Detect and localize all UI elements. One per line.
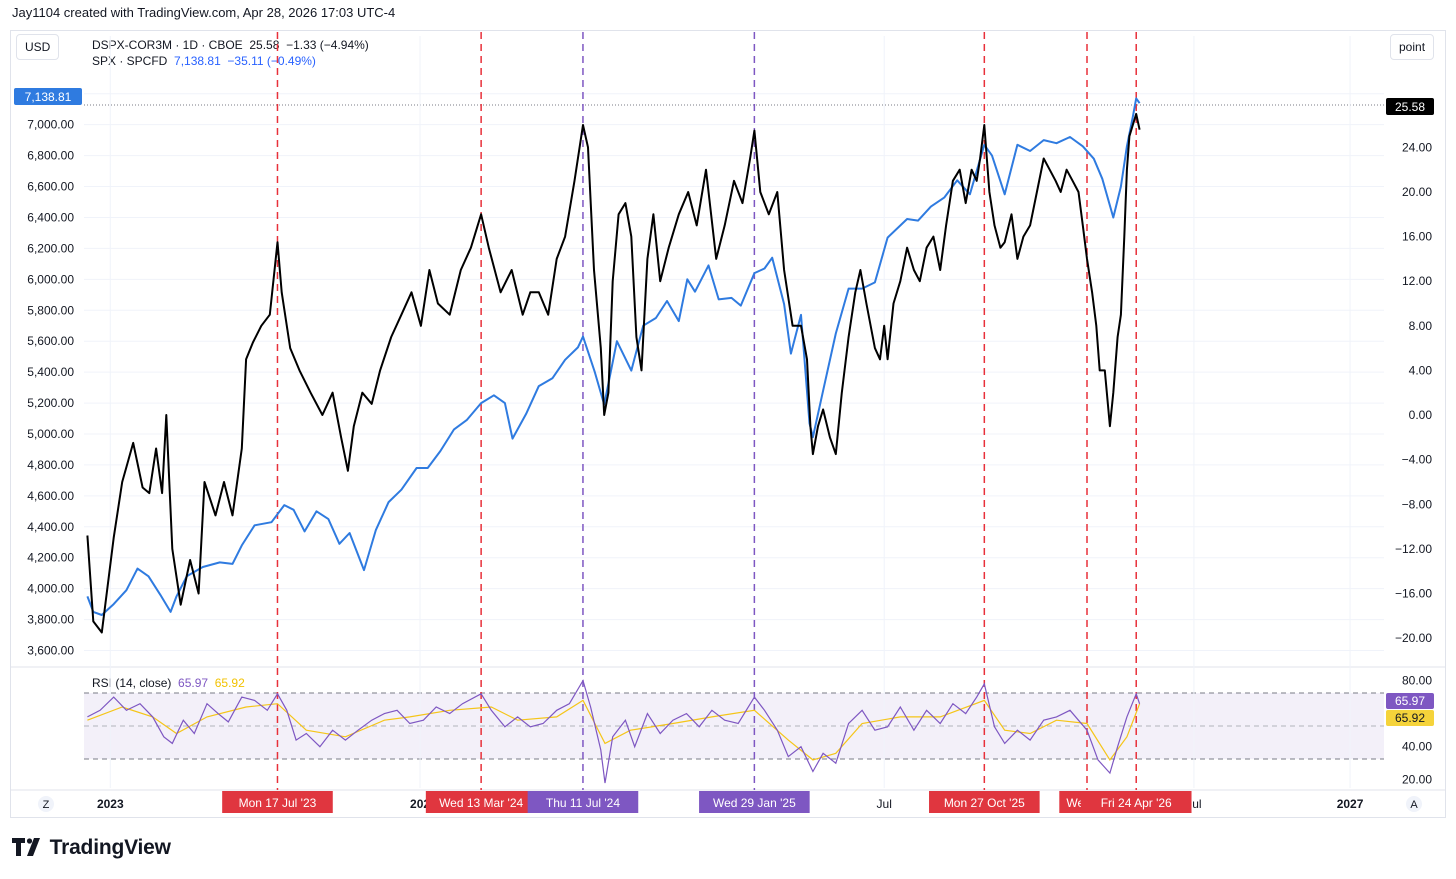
right-axis-tick: 24.00 [1402, 140, 1432, 154]
right-axis-tick: −4.00 [1402, 453, 1433, 467]
spx-line [86, 97, 1141, 616]
main-symbol[interactable]: DSPX-COR3M · 1D · CBOE [92, 38, 243, 52]
rsi-axis-tick: 20.00 [1402, 773, 1432, 787]
left-axis-tick: 6,000.00 [27, 272, 74, 286]
right-axis-tick: −12.00 [1395, 542, 1432, 556]
a-button[interactable]: A [1406, 796, 1422, 812]
left-axis-tick: 4,800.00 [27, 458, 74, 472]
left-axis-tick: 5,200.00 [27, 396, 74, 410]
marker-label-bg [699, 791, 810, 813]
right-axis-tick: 20.00 [1402, 185, 1432, 199]
right-axis-tick: 12.00 [1402, 274, 1432, 288]
left-axis-tick: 6,800.00 [27, 149, 74, 163]
time-axis-tick: 202 [410, 797, 430, 811]
left-axis-tick: 5,800.00 [27, 303, 74, 317]
main-legend: DSPX-COR3M · 1D · CBOE 25.58 −1.33 (−4.9… [92, 37, 369, 69]
price-series [86, 97, 1141, 634]
left-axis-tick: 5,600.00 [27, 334, 74, 348]
time-axis-tick: Jul [877, 797, 892, 811]
marker-label-bg [929, 791, 1040, 813]
tradingview-logo-icon [12, 838, 40, 856]
chart-frame [10, 30, 1446, 818]
unit-button[interactable]: point [1390, 34, 1435, 60]
marker-label: Mon 27 Oct '25 [944, 796, 1025, 810]
compare-value: 7,138.81 [174, 54, 221, 68]
marker-label: Fri 24 Apr '26 [1101, 796, 1172, 810]
left-axis-tick: 4,200.00 [27, 551, 74, 565]
date-markers: Mon 17 Jul '23 Wed 13 Mar '24 Thu 11 Jul '… [222, 32, 1192, 813]
time-axis-tick: 2027 [1337, 797, 1364, 811]
left-axis-tick: 6,200.00 [27, 241, 74, 255]
left-price-axis[interactable]: 7,200.007,000.006,800.006,600.006,400.00… [27, 87, 1384, 658]
currency-button[interactable]: USD [16, 34, 60, 60]
rsi-value: 65.97 [178, 676, 209, 690]
rsi-legend: RSI (14, close) 65.97 65.92 [92, 676, 245, 690]
rsi-axis-tick: 40.00 [1402, 740, 1432, 754]
right-axis-tick: 4.00 [1409, 363, 1433, 377]
marker-label-bg [1080, 791, 1192, 813]
rsi-ma-last-badge: 65.92 [1386, 710, 1434, 726]
compare-symbol[interactable]: SPX · SPCFD [92, 54, 168, 68]
left-axis-tick: 5,400.00 [27, 365, 74, 379]
main-value: 25.58 [249, 38, 280, 52]
dspx-line [86, 112, 1141, 634]
right-axis-tick: 0.00 [1409, 408, 1433, 422]
left-axis-tick: 6,400.00 [27, 210, 74, 224]
left-axis-tick: 5,000.00 [27, 427, 74, 441]
right-axis-tick: 16.00 [1402, 230, 1432, 244]
left-axis-tick: 4,400.00 [27, 520, 74, 534]
marker-label: Thu 11 Jul '24 [546, 796, 620, 810]
left-axis-tick: 4,000.00 [27, 582, 74, 596]
rsi-ma-value: 65.92 [214, 676, 245, 690]
spx-last-price-badge: 7,138.81 [14, 88, 82, 105]
rsi-ma-last-value: 65.92 [1395, 711, 1425, 725]
rsi-axis-tick: 80.00 [1402, 674, 1432, 688]
right-axis-tick: 8.00 [1409, 319, 1433, 333]
marker-label: Mon 17 Jul '23 [239, 796, 317, 810]
rsi-series [87, 679, 1141, 784]
logo-text: TradingView [49, 836, 171, 859]
right-axis-tick: −8.00 [1402, 497, 1433, 511]
time-axis[interactable]: 2023 202 Jul Jul 2027 [97, 36, 1364, 811]
chart-credit: Jay1104 created with TradingView.com, Ap… [12, 5, 396, 20]
marker-label-bg [222, 791, 333, 813]
left-axis-tick: 3,800.00 [27, 613, 74, 627]
left-axis-tick: 4,600.00 [27, 489, 74, 503]
marker-label: Wed 29 Jan '25 [713, 796, 796, 810]
svg-text:A: A [1410, 799, 1418, 811]
right-axis-tick: −20.00 [1395, 631, 1432, 645]
right-price-axis[interactable]: 28.0024.0020.0016.0012.008.004.000.00−4.… [1395, 96, 1432, 645]
rsi-ma-line [87, 699, 1141, 761]
spx-last-value: 7,138.81 [25, 90, 72, 104]
right-axis-tick: −16.00 [1395, 587, 1432, 601]
rsi-line [87, 679, 1141, 784]
marker-label: Wed 13 Mar '24 [439, 796, 523, 810]
time-axis-tick: 2023 [97, 797, 124, 811]
left-axis-tick: 6,600.00 [27, 180, 74, 194]
marker-label-bg [527, 791, 639, 813]
svg-text:Z: Z [43, 799, 50, 811]
compare-change: −35.11 (−0.49%) [227, 54, 316, 68]
main-change: −1.33 (−4.94%) [286, 38, 369, 52]
rsi-last-badge: 65.97 [1386, 693, 1434, 709]
left-axis-tick: 3,600.00 [27, 644, 74, 658]
marker-label-bg [425, 791, 537, 813]
left-axis-tick: 7,000.00 [27, 118, 74, 132]
rsi-label[interactable]: RSI (14, close) [92, 676, 172, 690]
z-button[interactable]: Z [38, 796, 54, 812]
dspx-last-value: 25.58 [1395, 100, 1425, 114]
rsi-last-value: 65.97 [1395, 694, 1425, 708]
rsi-axis[interactable]: 80.00 40.00 20.00 [1402, 674, 1432, 787]
dspx-last-price-badge: 25.58 [1386, 98, 1434, 115]
tradingview-logo[interactable]: TradingView [12, 836, 171, 860]
